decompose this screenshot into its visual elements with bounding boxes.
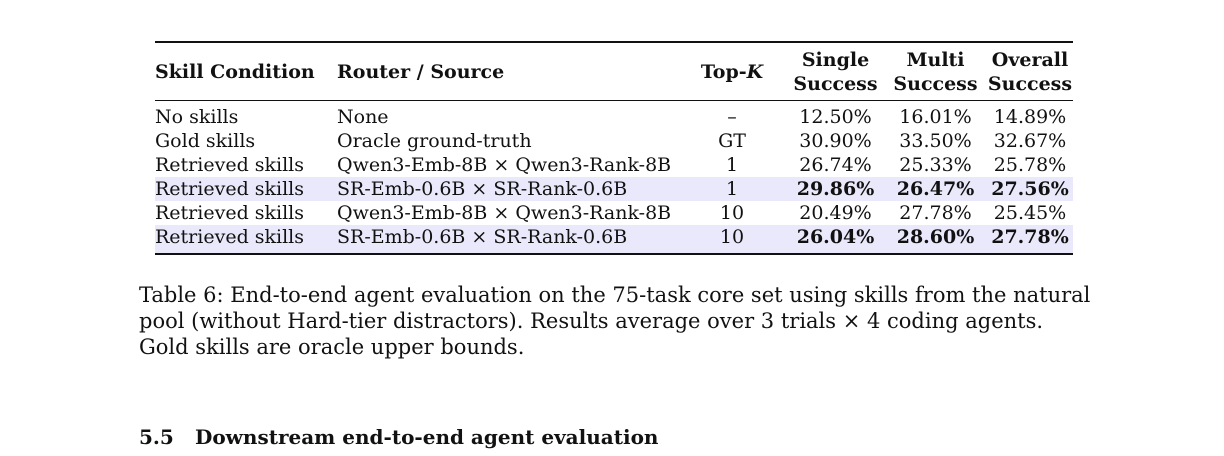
cell-topk: 1: [677, 177, 787, 201]
cell-single: 26.04%: [787, 225, 884, 254]
header-single-success: Single Success: [787, 42, 884, 101]
table-body: No skills None – 12.50% 16.01% 14.89% Go…: [155, 101, 1073, 254]
table-row: No skills None – 12.50% 16.01% 14.89%: [155, 101, 1073, 130]
cell-source: None: [337, 106, 389, 128]
table-row-highlighted: Retrieved skills SR-Emb-0.6B × SR-Rank-0…: [155, 225, 1073, 254]
cell-single: 12.50%: [799, 106, 872, 128]
section-heading: 5.5 Downstream end-to-end agent evaluatio…: [139, 425, 658, 449]
cell-condition: Retrieved skills: [155, 177, 337, 201]
results-table: Skill Condition Router / Source Top-K Si…: [155, 41, 1073, 255]
cell-topk: 1: [725, 154, 739, 176]
cell-source: SR-Emb-0.6B × SR-Rank-0.6B: [337, 225, 677, 254]
table-row: Retrieved skills Qwen3-Emb-8B × Qwen3-Ra…: [155, 201, 1073, 225]
cell-topk: GT: [718, 130, 746, 152]
cell-source: Qwen3-Emb-8B × Qwen3-Rank-8B: [337, 154, 672, 176]
header-topk: Top-K: [677, 42, 787, 101]
cell-single: 20.49%: [799, 202, 872, 224]
cell-multi: 25.33%: [899, 154, 972, 176]
header-overall-success: Overall Success: [987, 42, 1073, 101]
table-header: Skill Condition Router / Source Top-K Si…: [155, 42, 1073, 101]
cell-condition: Retrieved skills: [155, 202, 305, 224]
table-caption: Table 6: End-to-end agent evaluation on …: [139, 283, 1091, 359]
section-title: Downstream end-to-end agent evaluation: [195, 425, 659, 449]
cell-single: 29.86%: [787, 177, 884, 201]
cell-condition: No skills: [155, 106, 239, 128]
header-topk-prefix: Top-: [700, 61, 747, 83]
cell-condition: Retrieved skills: [155, 154, 305, 176]
header-skill-condition: Skill Condition: [155, 61, 315, 83]
header-multi-line2: Success: [893, 73, 978, 95]
header-row: Skill Condition Router / Source Top-K Si…: [155, 42, 1073, 101]
cell-topk: 10: [677, 225, 787, 254]
cell-multi: 16.01%: [899, 106, 972, 128]
cell-multi: 28.60%: [884, 225, 987, 254]
cell-multi: 27.78%: [899, 202, 972, 224]
header-single-line2: Success: [793, 73, 878, 95]
table-row-highlighted: Retrieved skills SR-Emb-0.6B × SR-Rank-0…: [155, 177, 1073, 201]
cell-overall: 25.78%: [993, 154, 1067, 176]
cell-topk: 10: [719, 202, 745, 224]
cell-condition: Gold skills: [155, 130, 256, 152]
header-multi-success: Multi Success: [884, 42, 987, 101]
cell-source: Qwen3-Emb-8B × Qwen3-Rank-8B: [337, 202, 672, 224]
cell-multi: 26.47%: [884, 177, 987, 201]
cell-multi: 33.50%: [899, 130, 972, 152]
cell-single: 26.74%: [799, 154, 872, 176]
header-multi-line1: Multi: [906, 49, 965, 71]
cell-overall: 14.89%: [993, 106, 1067, 128]
header-overall-line1: Overall: [991, 49, 1069, 71]
header-overall-line2: Success: [987, 73, 1073, 95]
cell-single: 30.90%: [799, 130, 872, 152]
cell-overall: 27.56%: [987, 177, 1073, 201]
cell-condition: Retrieved skills: [155, 225, 337, 254]
header-router-source: Router / Source: [337, 61, 505, 83]
cell-overall: 27.78%: [987, 225, 1073, 254]
results-table-container: Skill Condition Router / Source Top-K Si…: [155, 41, 1073, 255]
cell-source: Oracle ground-truth: [337, 130, 532, 152]
cell-source: SR-Emb-0.6B × SR-Rank-0.6B: [337, 177, 677, 201]
header-topk-k: K: [746, 61, 764, 83]
cell-overall: 25.45%: [993, 202, 1067, 224]
cell-topk: –: [727, 106, 737, 128]
table-row: Gold skills Oracle ground-truth GT 30.90…: [155, 129, 1073, 153]
section-number: 5.5: [139, 425, 174, 449]
table-row: Retrieved skills Qwen3-Emb-8B × Qwen3-Ra…: [155, 153, 1073, 177]
cell-overall: 32.67%: [993, 130, 1067, 152]
header-single-line1: Single: [801, 49, 870, 71]
